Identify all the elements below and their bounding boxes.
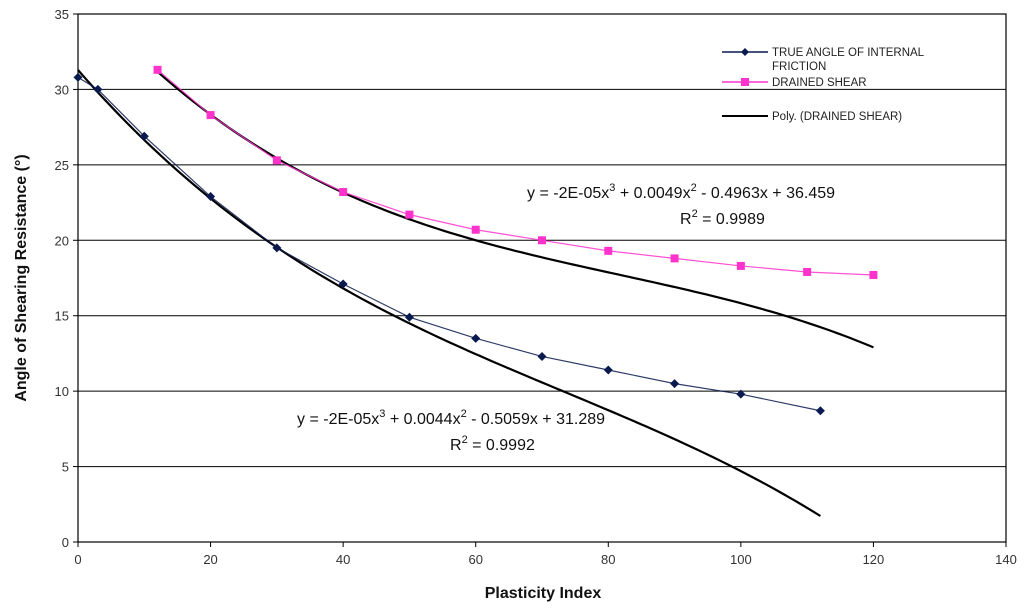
markers-group [73,65,878,416]
data-point-diamond [73,72,83,82]
x-tick-label: 0 [74,552,81,567]
y-tick-label: 15 [55,309,69,324]
data-point-square [604,246,613,255]
data-point-diamond [670,379,680,389]
y-tick-label: 20 [55,233,69,248]
data-point-diamond [404,312,414,322]
x-tick-label: 140 [995,552,1017,567]
x-tick-label: 100 [730,552,752,567]
data-point-square [803,267,812,276]
data-point-square [272,156,281,165]
data-point-diamond [736,389,746,399]
data-point-square [538,236,546,245]
legend-diamond-marker [741,48,749,56]
x-axis-title: Plasticity Index [485,585,602,602]
legend-label-true-angle-line2: FRICTION [772,61,826,73]
data-point-diamond [206,192,216,202]
x-tick-label: 120 [863,552,885,567]
y-tick-label: 5 [62,460,69,475]
data-point-diamond [537,351,547,361]
legend-label-true-angle: TRUE ANGLE OF INTERNAL [772,47,925,59]
legend-label-drained-shear: DRAINED SHEAR [772,77,867,89]
data-point-diamond [815,406,825,416]
series-line-1 [157,69,874,276]
tick-labels: 0 5 10 15 20 25 30 35 0 20 40 60 80 100 120 140 [55,7,1017,567]
data-point-square [153,65,162,74]
y-tick-label: 0 [62,535,69,550]
r-squared-drained-shear: R2 = 0.9989 [680,208,765,228]
y-tick-label: 30 [55,82,69,97]
legend-square-marker [741,78,749,86]
data-point-square [471,225,480,234]
equation-drained-shear: y = -2E-05x3 + 0.0049x2 - 0.4963x + 36.4… [527,182,835,202]
r-squared-true-angle: R2 = 0.9992 [450,434,535,454]
data-point-square [736,261,745,270]
y-axis-title: Angle of Shearing Resistance (°) [13,154,30,401]
data-point-diamond [139,131,149,141]
x-tick-label: 80 [601,552,615,567]
x-tick-label: 40 [336,552,350,567]
data-point-diamond [471,333,481,343]
trendline-1 [77,69,821,517]
equation-true-angle: y = -2E-05x3 + 0.0044x2 - 0.5059x + 31.2… [297,408,605,428]
data-point-square [405,210,414,219]
x-tick-label: 20 [203,552,217,567]
plot-area-border [77,13,1007,543]
data-point-diamond [272,243,282,253]
series-line-0 [77,76,821,412]
data-point-square [670,254,679,263]
trendline-0 [156,70,874,349]
legend-label-poly: Poly. (DRAINED SHEAR) [772,111,902,123]
data-point-diamond [93,84,103,94]
gridlines [78,88,1006,468]
data-point-square [339,188,348,197]
axes [73,13,1007,547]
y-tick-label: 35 [55,7,69,22]
legend: TRUE ANGLE OF INTERNAL FRICTION DRAINED … [722,47,925,123]
data-point-square [206,111,215,120]
data-point-diamond [603,365,613,375]
y-tick-label: 10 [55,384,69,399]
data-point-diamond [338,279,348,289]
x-tick-label: 60 [468,552,482,567]
data-point-square [869,270,878,279]
y-tick-label: 25 [55,158,69,173]
